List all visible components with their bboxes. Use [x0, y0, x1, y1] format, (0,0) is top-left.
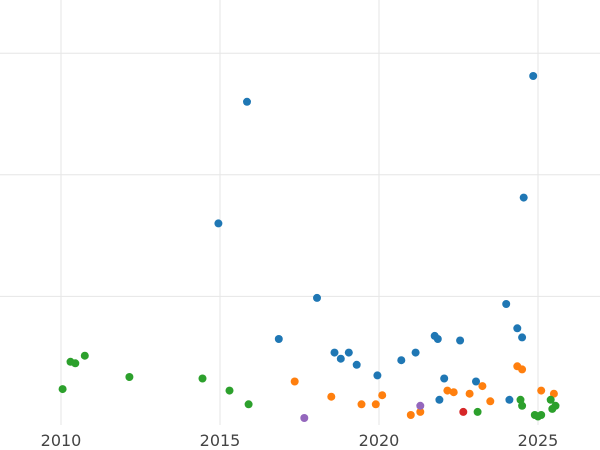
data-point [274, 335, 283, 343]
data-point [518, 365, 527, 374]
data-point [473, 407, 482, 416]
data-point [198, 374, 207, 383]
data-point [546, 395, 555, 404]
data-point [549, 389, 558, 398]
data-point [378, 391, 387, 400]
data-point [416, 407, 425, 416]
data-point [243, 97, 251, 106]
x-tick-label: 2015 [200, 431, 241, 450]
data-point [336, 354, 345, 363]
x-axis-tick-labels: 2010 2015 2020 2025 [41, 431, 559, 450]
x-gridlines [60, 0, 539, 425]
data-point [465, 389, 474, 398]
data-point [519, 193, 528, 202]
data-point [443, 386, 452, 395]
data-point [371, 400, 380, 409]
data-point [456, 336, 465, 345]
data-point [513, 324, 522, 333]
data-point [537, 411, 546, 419]
data-point [433, 335, 442, 343]
data-point [505, 395, 514, 404]
x-tick-label: 2010 [41, 431, 82, 450]
data-point [397, 356, 406, 365]
data-point [440, 374, 449, 383]
data-point [313, 293, 321, 302]
data-point [529, 72, 538, 80]
data-point [58, 385, 67, 394]
data-point [344, 348, 353, 357]
data-point [478, 382, 487, 391]
data-point [516, 395, 525, 404]
data-point [459, 407, 468, 416]
data-point [518, 333, 527, 342]
x-tick-label: 2020 [359, 431, 400, 450]
data-point [486, 397, 495, 406]
data-point [330, 348, 339, 357]
data-point [449, 388, 458, 397]
data-point [373, 371, 382, 380]
data-point [352, 360, 361, 369]
data-point [357, 400, 366, 409]
data-point [406, 411, 415, 419]
data-point [518, 401, 527, 410]
data-point [411, 348, 420, 357]
data-point [551, 401, 560, 410]
y-gridlines [0, 52, 600, 297]
data-point [416, 401, 425, 410]
data-point [537, 386, 546, 395]
data-point [327, 392, 336, 401]
data-point [125, 373, 134, 381]
data-point [300, 414, 309, 422]
data-point [225, 386, 234, 395]
data-point [80, 351, 89, 360]
data-point [290, 377, 299, 386]
data-point [244, 400, 253, 409]
data-points [58, 72, 560, 422]
data-point [472, 377, 480, 386]
data-point [214, 219, 223, 228]
data-point [502, 300, 511, 308]
data-point [435, 395, 444, 404]
data-point [71, 359, 80, 368]
x-tick-label: 2025 [518, 431, 559, 450]
